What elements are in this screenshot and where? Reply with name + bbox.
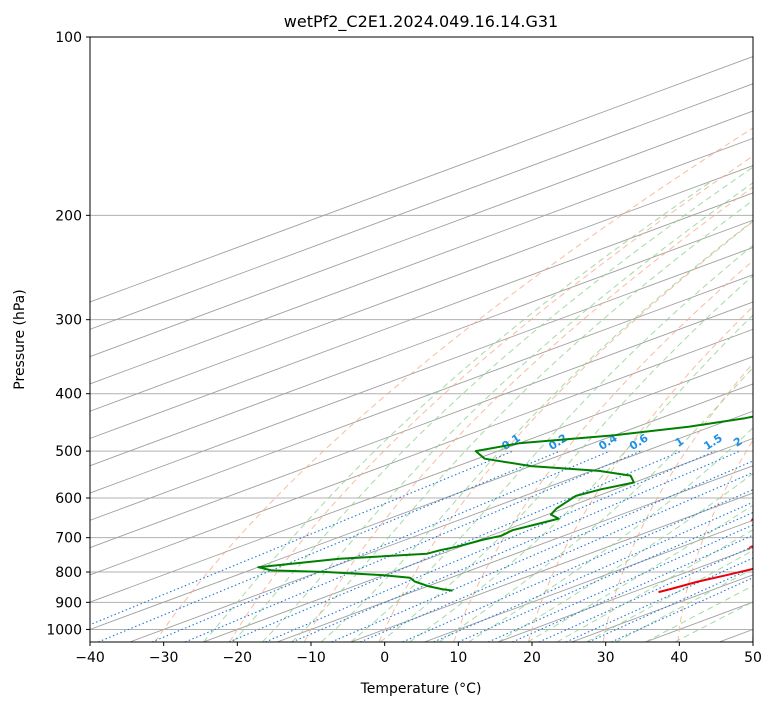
moist-adiabat-line: [409, 314, 753, 642]
moist-adiabat-line: [379, 275, 753, 642]
moist-adiabat-line: [350, 244, 753, 642]
y-axis-label: Pressure (hPa): [12, 289, 28, 389]
y-tick-label: 300: [55, 313, 82, 329]
x-tick-label: −10: [296, 650, 326, 666]
moist-adiabat-line: [497, 472, 753, 642]
mixing-ratio-line: [228, 450, 682, 642]
x-tick-label: 10: [449, 650, 467, 666]
mixing-ratio-line: [331, 460, 753, 642]
isotherm-label: 20: [746, 537, 766, 557]
x-tick-label: −30: [149, 650, 179, 666]
y-tick-label: 100: [55, 30, 82, 46]
x-tick-label: 40: [670, 650, 688, 666]
background-lines: [90, 37, 753, 642]
isotherm-line: [90, 356, 753, 603]
dry-adiabat-line: [229, 155, 753, 642]
moist-adiabat-line: [527, 504, 753, 642]
series-layer: [257, 415, 753, 594]
y-tick-label: 500: [55, 444, 82, 460]
mixing-ratio-line: [588, 567, 753, 642]
isotherm-label: 10: [748, 509, 768, 529]
y-tick-label: 200: [55, 208, 82, 224]
dry-adiabat-line: [378, 220, 753, 642]
isotherm-line: [571, 574, 753, 642]
y-tick-label: 400: [55, 387, 82, 403]
chart-title: wetPf2_C2E1.2024.049.16.14.G31: [284, 12, 558, 32]
plot-frame: [89, 36, 754, 643]
y-tick-label: 1000: [46, 622, 82, 638]
isotherm-line: [90, 383, 753, 630]
moist-adiabat-line: [262, 182, 753, 642]
moist-adiabat-line: [556, 529, 753, 642]
x-tick-label: −20: [223, 650, 253, 666]
dry-adiabat-line: [527, 305, 753, 642]
moist-adiabat-line: [586, 549, 753, 642]
isotherm-line: [90, 301, 753, 549]
isotherm-line: [90, 192, 753, 439]
dewpoint-profile-line: [257, 415, 753, 592]
moist-adiabat-line: [438, 366, 753, 642]
mixing-ratio-line: [488, 524, 753, 642]
isotherm-line: [90, 83, 753, 330]
dry-adiabat-line: [752, 621, 753, 642]
mixing-ratio-line: [291, 450, 741, 642]
mixing-ratio-line: [97, 450, 561, 642]
y-tick-label: 600: [55, 491, 82, 507]
isotherm-line: [718, 628, 753, 642]
mixing-ratio-line: [184, 450, 641, 642]
isotherm-line: [90, 165, 753, 412]
isotherm-line: [129, 410, 753, 642]
isotherm-line: [203, 437, 753, 642]
isotherm-line: [90, 55, 753, 303]
isotherm-line: [90, 110, 753, 358]
isotherm-line: [90, 328, 753, 576]
y-tick-label: 800: [55, 565, 82, 581]
x-tick-label: 50: [744, 650, 762, 666]
moist-adiabat-line: [203, 180, 713, 642]
isotherm-line: [645, 601, 753, 642]
isotherm-line: [497, 547, 753, 642]
moist-adiabat-line: [291, 199, 753, 642]
dry-adiabat-line: [602, 362, 753, 642]
mixing-ratio-line: [611, 577, 753, 642]
mixing-ratio-label: 0.6: [627, 431, 651, 453]
temperature-profile-line: [658, 567, 753, 594]
isotherm-line: [276, 465, 753, 642]
x-axis-label: Temperature (°C): [360, 681, 482, 697]
mixing-ratio-line: [458, 511, 753, 642]
x-tick-label: 30: [597, 650, 615, 666]
moist-adiabat-line: [645, 585, 753, 642]
isotherm-label: 30: [751, 562, 771, 582]
isotherm-line: [90, 219, 753, 467]
moist-adiabat-line: [232, 166, 753, 642]
y-tick-label: 900: [55, 595, 82, 611]
isotherm-line: [424, 519, 753, 642]
axis-ticks: −40 −30 −20 −10 0 10 20 30 40 50 100 200 300 400 500 60…: [46, 30, 762, 666]
x-tick-label: −40: [75, 650, 105, 666]
mixing-ratio-label: 3: [767, 435, 775, 450]
moist-adiabat-line: [320, 220, 753, 642]
isotherm-line: [90, 246, 753, 494]
mixing-ratio-line: [360, 471, 753, 642]
mixing-ratio-line: [265, 450, 716, 642]
x-tick-label: 20: [523, 650, 541, 666]
dry-adiabat-line: [453, 260, 753, 642]
isotherm-line: [90, 274, 753, 521]
y-tick-label: 700: [55, 531, 82, 547]
mixing-ratio-line: [151, 450, 611, 642]
isotherm-line: [90, 137, 753, 385]
isotherm-line: [350, 492, 753, 642]
x-tick-label: 0: [380, 650, 389, 666]
dry-adiabat-line: [677, 439, 753, 642]
isotherm-label: 40: [766, 584, 775, 604]
dry-adiabat-line: [154, 127, 753, 642]
